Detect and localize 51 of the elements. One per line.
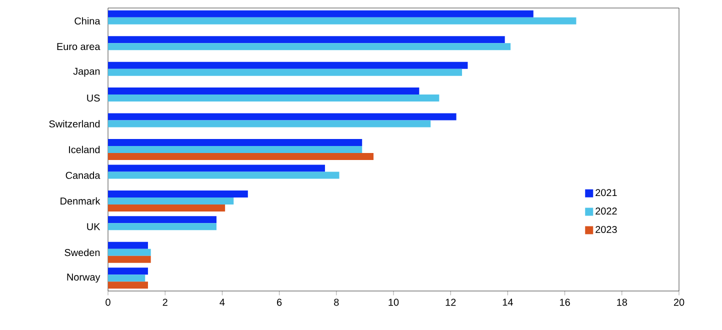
bar [108,120,431,128]
bar [108,62,468,69]
x-tick-label: 10 [388,298,399,306]
x-tick-label: 2 [162,298,168,306]
legend-label: 2023 [596,226,617,234]
bar [108,197,234,204]
legend-label: 2022 [596,208,617,215]
x-tick-label: 4 [220,298,225,306]
bar [108,36,505,44]
y-tick-label: Switzerland [49,120,100,128]
y-tick-label: Canada [66,172,100,179]
x-tick-label: 16 [560,298,570,306]
bar [108,216,216,224]
y-tick-label: Sweden [64,248,100,256]
bar [108,204,226,212]
x-tick-label: 18 [617,298,628,306]
y-tick-label: UK [87,223,100,230]
bar [108,43,511,50]
bar [108,94,440,102]
y-tick-label: Japan [73,68,100,77]
bar [108,248,151,256]
y-tick-label: Euro area [57,43,100,50]
bar [108,10,534,18]
y-tick-label: Denmark [60,197,100,205]
bar [108,256,151,263]
y-tick-label: Norway [67,274,100,283]
bar [108,153,374,160]
x-tick-label: 14 [502,298,513,306]
bar [108,242,148,249]
x-tick-label: 6 [277,298,282,306]
bar [108,282,148,289]
bar [108,139,362,146]
bar [108,164,325,172]
bar [108,172,340,179]
y-tick-label: Iceland [69,146,100,154]
y-tick-label: China [74,17,100,25]
legend-label: 2021 [596,189,617,196]
x-tick-label: 20 [674,298,684,306]
bar [108,68,462,76]
bar [108,274,146,282]
y-tick-label: US [87,94,100,102]
bar [108,190,248,198]
bar [108,113,456,120]
x-tick-label: 12 [446,298,456,306]
bar [108,146,362,154]
x-tick-label: 0 [106,298,110,306]
bar [108,268,148,275]
x-tick-label: 8 [334,298,339,306]
bar [108,88,420,95]
bar [108,223,216,230]
bar [108,17,576,24]
